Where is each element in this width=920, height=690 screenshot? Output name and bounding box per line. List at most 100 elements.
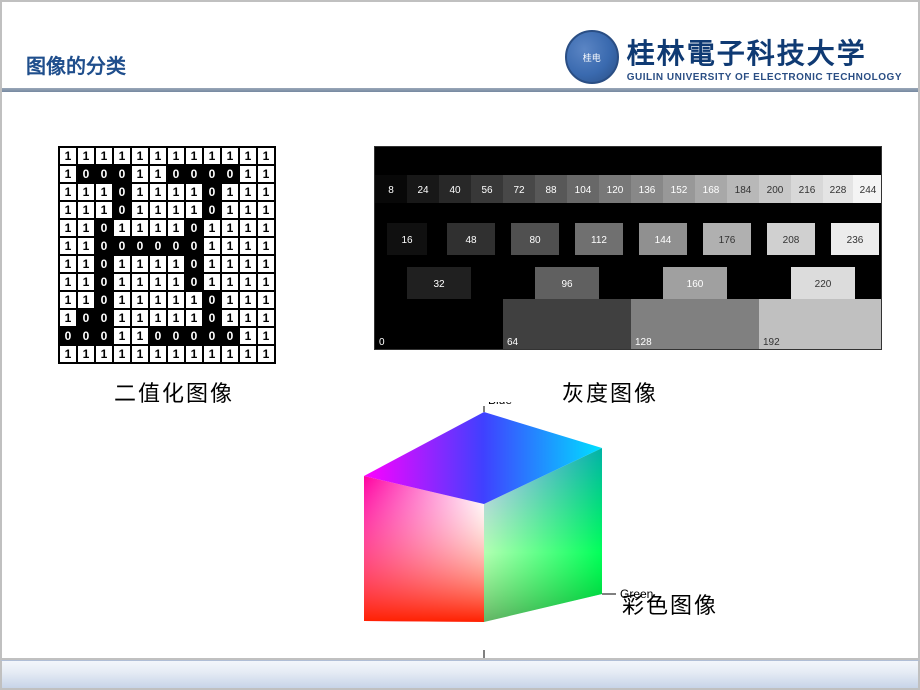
binary-cell: 1 (221, 273, 239, 291)
binary-cell: 1 (113, 273, 131, 291)
caption-binary: 二值化图像 (114, 376, 234, 408)
cube-axis-label: Blue (488, 402, 512, 407)
binary-cell: 1 (113, 255, 131, 273)
gray-label: 244 (860, 185, 877, 196)
binary-cell: 1 (239, 345, 257, 363)
binary-cell: 1 (77, 255, 95, 273)
binary-cell: 1 (77, 219, 95, 237)
binary-cell: 1 (167, 273, 185, 291)
binary-cell: 1 (257, 183, 275, 201)
binary-cell: 1 (257, 345, 275, 363)
gray-label: 192 (763, 337, 780, 348)
gray-label: 8 (388, 185, 394, 196)
binary-cell: 1 (221, 255, 239, 273)
binary-cell: 1 (185, 309, 203, 327)
binary-cell: 1 (239, 219, 257, 237)
binary-cell: 1 (221, 147, 239, 165)
binary-cell: 1 (59, 237, 77, 255)
slide-body: 图像的分类 桂电 桂林電子科技大学 GUILIN UNIVERSITY OF E… (0, 0, 920, 660)
gray-label: 40 (449, 185, 461, 196)
grayscale-image: 0816243240485664728088961041121201281361… (374, 146, 882, 350)
binary-cell: 0 (95, 165, 113, 183)
binary-cell: 1 (113, 291, 131, 309)
logo-badge-icon: 桂电 (565, 30, 619, 84)
color-cube: BlueGreenRed (306, 402, 666, 662)
binary-cell: 1 (113, 345, 131, 363)
header-divider (2, 88, 918, 92)
binary-cell: 0 (113, 237, 131, 255)
binary-cell: 0 (131, 237, 149, 255)
binary-cell: 1 (257, 201, 275, 219)
binary-cell: 1 (167, 345, 185, 363)
gray-label: 184 (735, 185, 752, 196)
gray-label: 152 (671, 185, 688, 196)
binary-cell: 1 (167, 201, 185, 219)
binary-cell: 1 (239, 237, 257, 255)
gray-label: 16 (401, 235, 413, 246)
binary-cell: 1 (113, 327, 131, 345)
gray-label: 64 (507, 337, 519, 348)
gray-label: 120 (607, 185, 624, 196)
binary-cell: 0 (203, 291, 221, 309)
binary-cell: 1 (239, 309, 257, 327)
binary-cell: 1 (257, 291, 275, 309)
gray-label: 88 (545, 185, 557, 196)
binary-cell: 1 (131, 291, 149, 309)
binary-cell: 1 (131, 165, 149, 183)
binary-cell: 1 (167, 183, 185, 201)
binary-cell: 0 (185, 255, 203, 273)
binary-cell: 1 (167, 291, 185, 309)
binary-cell: 1 (239, 327, 257, 345)
binary-cell: 0 (203, 201, 221, 219)
binary-cell: 1 (77, 345, 95, 363)
gray-label: 200 (767, 185, 784, 196)
binary-cell: 0 (167, 237, 185, 255)
binary-cell: 1 (149, 291, 167, 309)
binary-cell: 0 (95, 327, 113, 345)
binary-cell: 1 (257, 165, 275, 183)
binary-cell: 1 (257, 219, 275, 237)
binary-cell: 1 (113, 309, 131, 327)
gray-label: 228 (830, 185, 847, 196)
binary-cell: 0 (221, 165, 239, 183)
binary-cell: 1 (239, 183, 257, 201)
caption-color: 彩色图像 (622, 588, 718, 620)
binary-cell: 1 (149, 165, 167, 183)
binary-cell: 0 (95, 291, 113, 309)
binary-cell: 1 (221, 237, 239, 255)
binary-cell: 1 (149, 201, 167, 219)
binary-cell: 0 (113, 183, 131, 201)
binary-cell: 1 (131, 273, 149, 291)
logo-en-text: GUILIN UNIVERSITY OF ELECTRONIC TECHNOLO… (627, 72, 902, 83)
binary-cell: 0 (113, 201, 131, 219)
binary-cell: 0 (167, 165, 185, 183)
binary-cell: 1 (203, 237, 221, 255)
binary-cell: 0 (185, 327, 203, 345)
binary-cell: 1 (203, 147, 221, 165)
binary-cell: 1 (257, 273, 275, 291)
binary-cell: 0 (77, 327, 95, 345)
university-logo: 桂电 桂林電子科技大学 GUILIN UNIVERSITY OF ELECTRO… (565, 30, 902, 84)
page-title: 图像的分类 (26, 50, 126, 79)
binary-cell: 0 (203, 309, 221, 327)
binary-cell: 1 (77, 291, 95, 309)
binary-cell: 1 (185, 147, 203, 165)
binary-cell: 1 (167, 255, 185, 273)
binary-cell: 0 (113, 165, 131, 183)
gray-label: 80 (529, 235, 541, 246)
binary-cell: 1 (131, 327, 149, 345)
binary-cell: 1 (185, 291, 203, 309)
binary-cell: 1 (221, 219, 239, 237)
binary-cell: 1 (59, 309, 77, 327)
logo-cn-text: 桂林電子科技大学 (627, 32, 902, 72)
binary-cell: 0 (149, 327, 167, 345)
gray-label: 0 (379, 337, 385, 348)
binary-cell: 0 (167, 327, 185, 345)
binary-cell: 1 (239, 255, 257, 273)
binary-cell: 1 (203, 255, 221, 273)
binary-cell: 0 (185, 219, 203, 237)
gray-label: 104 (575, 185, 592, 196)
binary-cell: 1 (257, 309, 275, 327)
binary-cell: 1 (203, 345, 221, 363)
binary-cell: 1 (95, 201, 113, 219)
